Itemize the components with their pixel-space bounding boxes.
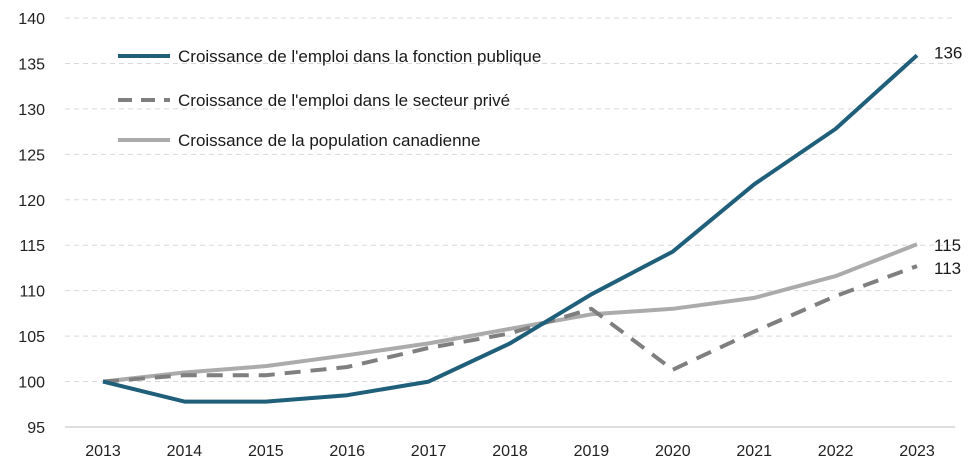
end-label-2: 113 xyxy=(934,259,961,278)
axes: 95 100 105 110 115 120 125 130 135 140 2013 2014 201… xyxy=(18,11,955,460)
x-tick-label: 2015 xyxy=(248,443,284,460)
legend: Croissance de l'emploi dans la fonction … xyxy=(118,47,541,150)
x-tick-label: 2018 xyxy=(492,443,528,460)
x-tick-label: 2014 xyxy=(167,443,203,460)
end-label-1: 136 xyxy=(934,43,962,62)
legend-label-1: Croissance de l'emploi dans la fonction … xyxy=(178,47,541,66)
y-tick-label: 115 xyxy=(19,238,45,255)
x-tick-label: 2013 xyxy=(85,443,121,460)
y-tick-label: 125 xyxy=(18,147,45,164)
y-tick-label: 135 xyxy=(18,56,45,73)
x-tick-label: 2017 xyxy=(411,443,447,460)
series-lines xyxy=(102,53,919,404)
series-line-1 xyxy=(102,53,919,404)
y-tick-label: 110 xyxy=(19,284,45,301)
y-tick-label: 120 xyxy=(18,193,45,210)
y-tick-label: 130 xyxy=(18,102,45,119)
y-tick-label: 140 xyxy=(18,11,45,28)
x-tick-label: 2022 xyxy=(818,443,854,460)
x-tick-label: 2019 xyxy=(574,443,610,460)
series-line-3 xyxy=(102,242,918,384)
x-tick-label: 2016 xyxy=(329,443,365,460)
end-labels: 136 113 115 xyxy=(934,43,962,278)
y-tick-label: 105 xyxy=(18,329,45,346)
legend-label-3: Croissance de la population canadienne xyxy=(178,131,480,150)
grid-lines xyxy=(65,17,955,383)
x-tick-label: 2020 xyxy=(655,443,691,460)
y-tick-label: 95 xyxy=(27,420,45,437)
x-tick-label: 2021 xyxy=(736,443,772,460)
x-tick-label: 2023 xyxy=(899,443,935,460)
series-line-2 xyxy=(102,264,918,384)
y-tick-label: 100 xyxy=(18,375,45,392)
legend-label-2: Croissance de l'emploi dans le secteur p… xyxy=(178,91,510,110)
end-label-3: 115 xyxy=(934,236,961,255)
